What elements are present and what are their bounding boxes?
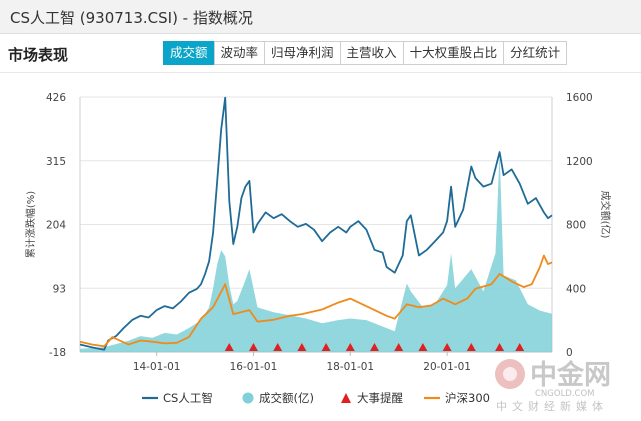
watermark-logo-inner (503, 367, 517, 381)
watermark-slogan: 中文财经新媒体 (496, 399, 608, 413)
legend-events-label: 大事提醒 (357, 391, 403, 405)
event-markers (224, 343, 525, 351)
section-title: 市场表现 (8, 46, 69, 64)
legend-volume-label: 成交额(亿) (259, 391, 314, 405)
event-marker (224, 343, 234, 351)
chart-legend: CS人工智 成交额(亿) 大事提醒 沪深300 (142, 391, 490, 405)
series-lines (79, 96, 553, 351)
tab-volatility[interactable]: 波动率 (213, 41, 266, 65)
x-tick-label: 18-01-01 (326, 361, 374, 373)
watermark-domain: CNGOLD.COM (535, 389, 595, 399)
tab-net-profit[interactable]: 归母净利润 (264, 41, 341, 65)
right-tick-label: 800 (566, 220, 586, 232)
legend-hs300-label: 沪深300 (445, 391, 490, 405)
window-titlebar: CS人工智 (930713.CSI) - 指数概况 (0, 0, 641, 34)
event-marker (297, 343, 307, 351)
legend-events-swatch (341, 393, 351, 403)
event-marker (418, 343, 428, 351)
left-tick-label: 204 (46, 220, 66, 232)
event-marker (345, 343, 355, 351)
x-tick-label: 14-01-01 (133, 361, 181, 373)
event-marker (394, 343, 404, 351)
section-divider (0, 72, 641, 73)
right-axis-title: 成交额(亿) (599, 191, 612, 239)
left-axis-title: 累计涨跌幅(%) (24, 191, 37, 258)
legend-volume-swatch (242, 392, 254, 404)
metric-tabs: 成交额 波动率 归母净利润 主营收入 十大权重股占比 分红统计 (163, 41, 568, 65)
event-marker (466, 343, 476, 351)
event-marker (273, 343, 283, 351)
hs300-series-line (79, 254, 553, 348)
left-tick-label: 315 (46, 156, 66, 168)
tab-top10-weight[interactable]: 十大权重股占比 (402, 41, 505, 65)
event-marker (442, 343, 452, 351)
event-marker (495, 343, 505, 351)
window-title: CS人工智 (930713.CSI) - 指数概况 (10, 9, 253, 27)
watermark-logo-text: 中金网 (530, 359, 611, 391)
event-marker (369, 343, 379, 351)
right-tick-label: 400 (566, 283, 586, 295)
volume-series-area (80, 152, 552, 352)
event-marker (248, 343, 258, 351)
event-marker (321, 343, 331, 351)
legend-index-label: CS人工智 (163, 391, 213, 405)
index-series-line (79, 96, 553, 351)
tab-revenue[interactable]: 主营收入 (339, 41, 404, 65)
x-tick-label: 16-01-01 (230, 361, 278, 373)
chart-axes: 426 315 204 93 -18 1600 1200 800 400 0 14-01-01 16-… (24, 92, 612, 373)
left-tick-label: 93 (53, 283, 66, 295)
right-tick-label: 1200 (566, 156, 593, 168)
event-marker (515, 343, 525, 351)
tab-dividend[interactable]: 分红统计 (503, 41, 568, 65)
left-tick-label: -18 (49, 347, 66, 359)
left-tick-label: 426 (46, 92, 66, 104)
x-tick-label: 20-01-01 (423, 361, 471, 373)
right-tick-label: 1600 (566, 92, 593, 104)
volume-area (80, 152, 552, 352)
right-tick-label: 0 (566, 347, 573, 359)
